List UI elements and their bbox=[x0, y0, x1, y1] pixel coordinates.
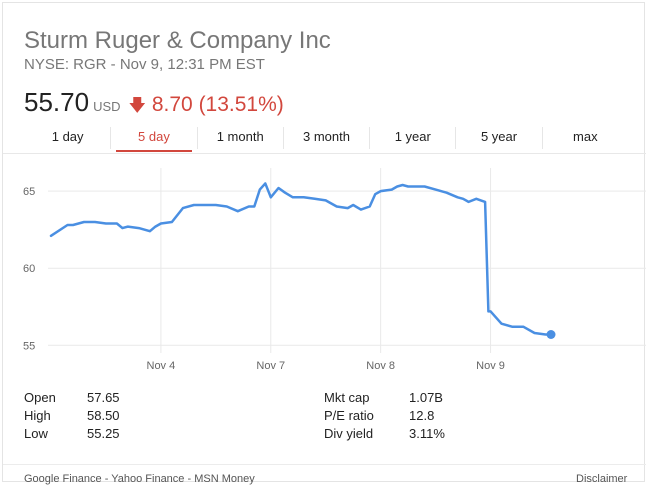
x-tick-label: Nov 7 bbox=[256, 360, 285, 372]
tab-5-day[interactable]: 5 day bbox=[111, 127, 198, 152]
stat-value: 55.25 bbox=[87, 426, 120, 441]
disclaimer-link[interactable]: Disclaimer bbox=[576, 473, 628, 485]
stat-value: 1.07B bbox=[409, 390, 443, 405]
stat-label: P/E ratio bbox=[324, 408, 374, 423]
price-change: 🡇 8.70 (13.51%) bbox=[129, 93, 284, 116]
x-tick-label: Nov 4 bbox=[147, 360, 176, 372]
stat-value: 58.50 bbox=[87, 408, 120, 423]
tab-1-day[interactable]: 1 day bbox=[25, 127, 112, 149]
source-links[interactable]: Google Finance - Yahoo Finance - MSN Mon… bbox=[24, 473, 255, 485]
y-tick-label: 60 bbox=[23, 263, 35, 275]
stat-value: 12.8 bbox=[409, 408, 435, 423]
y-tick-label: 55 bbox=[23, 340, 35, 352]
price-chart[interactable]: 55 60 65 Nov 4 Nov 7 Nov 8 Nov 9 bbox=[3, 168, 646, 383]
last-price-point bbox=[546, 330, 556, 339]
stat-label: Mkt cap bbox=[324, 390, 370, 405]
stat-value: 57.65 bbox=[87, 390, 120, 405]
tab-max[interactable]: max bbox=[573, 129, 598, 144]
current-price: 55.70 bbox=[24, 87, 90, 117]
company-name[interactable]: Sturm Ruger & Company Inc bbox=[24, 27, 331, 54]
currency-label: USD bbox=[93, 99, 121, 114]
change-value: 8.70 (13.51%) bbox=[151, 93, 284, 116]
tab-1-year[interactable]: 1 year bbox=[370, 127, 457, 149]
ticker-line: NYSE: RGR - Nov 9, 12:31 PM EST bbox=[24, 56, 265, 73]
footer-divider bbox=[3, 464, 646, 465]
stat-label: Div yield bbox=[324, 426, 374, 441]
stat-label: Open bbox=[24, 390, 56, 405]
tab-1-month[interactable]: 1 month bbox=[198, 127, 284, 149]
y-tick-label: 65 bbox=[23, 186, 35, 198]
x-tick-label: Nov 9 bbox=[476, 360, 505, 372]
range-tabs: 1 day 5 day 1 month 3 month 1 year 5 yea… bbox=[25, 127, 628, 152]
stat-value: 3.11% bbox=[409, 426, 445, 441]
stat-label: High bbox=[24, 408, 51, 423]
down-arrow-icon: 🡇 bbox=[128, 96, 147, 115]
price-line bbox=[49, 182, 553, 336]
tab-5-year[interactable]: 5 year bbox=[456, 127, 543, 149]
stat-label: Low bbox=[24, 426, 48, 441]
x-tick-label: Nov 8 bbox=[366, 360, 395, 372]
tab-3-month[interactable]: 3 month bbox=[284, 127, 371, 149]
tabs-divider bbox=[3, 153, 646, 154]
price-row: 55.70 USD 🡇 8.70 (13.51%) bbox=[24, 87, 284, 119]
